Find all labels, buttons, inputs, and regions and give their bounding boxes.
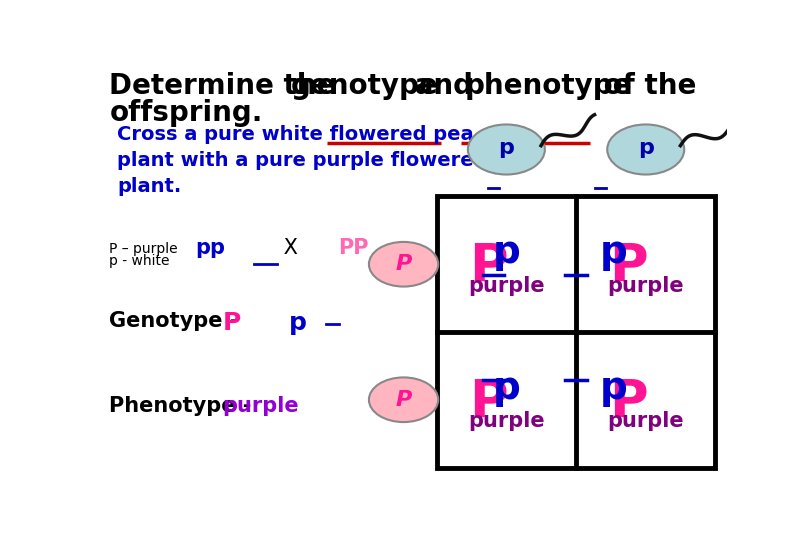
Text: p: p (600, 233, 628, 272)
Text: purple: purple (608, 411, 684, 431)
Text: phenotype: phenotype (465, 72, 632, 100)
Text: and: and (405, 72, 483, 100)
Text: P: P (223, 311, 241, 335)
Text: PP: PP (338, 238, 369, 258)
Text: pp: pp (196, 238, 226, 258)
Text: p: p (493, 369, 521, 407)
Text: purple: purple (608, 276, 684, 296)
Text: p - white: p - white (109, 254, 170, 268)
Ellipse shape (369, 377, 438, 422)
Text: P: P (609, 241, 647, 293)
Text: p: p (498, 138, 514, 158)
Text: Genotype -: Genotype - (109, 311, 239, 331)
Text: of the: of the (594, 72, 696, 100)
Text: P: P (395, 390, 411, 410)
Text: purple: purple (223, 396, 299, 416)
Text: p: p (493, 233, 521, 272)
Text: offspring.: offspring. (109, 99, 262, 127)
Text: P: P (395, 254, 411, 274)
Ellipse shape (608, 125, 684, 174)
Ellipse shape (468, 125, 545, 174)
Text: P: P (609, 377, 647, 429)
Text: Determine the: Determine the (109, 72, 345, 100)
Text: X: X (277, 238, 305, 258)
Text: purple: purple (468, 276, 544, 296)
Text: P: P (470, 241, 508, 293)
Text: Phenotype -: Phenotype - (109, 396, 252, 416)
Text: p: p (637, 138, 654, 158)
Text: P: P (470, 377, 508, 429)
Text: purple: purple (468, 411, 544, 431)
Text: p: p (288, 311, 307, 335)
Text: p: p (600, 369, 628, 407)
Bar (437, 197, 715, 468)
Ellipse shape (369, 242, 438, 287)
Text: plant.: plant. (117, 177, 181, 196)
Text: plant with a pure purple flowered: plant with a pure purple flowered (117, 151, 488, 170)
Text: Cross a pure white flowered pea: Cross a pure white flowered pea (117, 125, 474, 144)
Text: genotype: genotype (291, 72, 439, 100)
Text: P – purple: P – purple (109, 242, 178, 256)
